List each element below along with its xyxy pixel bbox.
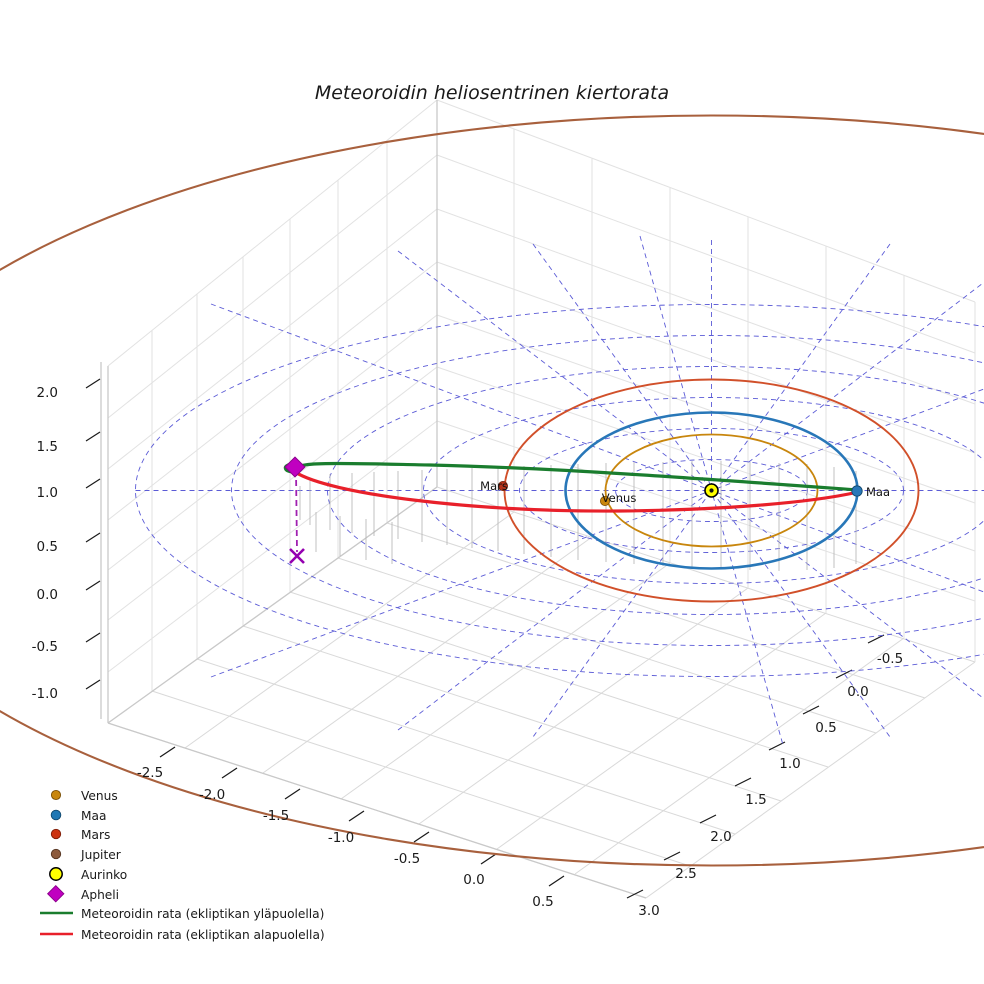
axes-panes (100, 99, 976, 899)
legend-marker-venus (50, 789, 62, 801)
y-tick-label: 1.5 (745, 792, 766, 808)
annotation-maa: Maa (866, 485, 890, 499)
legend-marker-jupiter (50, 848, 62, 860)
x-tick-label: -0.5 (394, 851, 420, 867)
annotation-venus: Venus (602, 491, 637, 505)
right-wall-grid (436, 99, 976, 662)
droplines (299, 461, 857, 571)
z-tick-label: 1.5 (37, 439, 58, 455)
legend-label-below-ecliptic[interactable]: Meteoroidin rata (ekliptikan alapuolella… (81, 928, 325, 942)
orbit-jupiter (0, 114, 984, 867)
body-markers (284, 456, 863, 506)
legend-label-venus[interactable]: Venus (81, 789, 118, 803)
marker-apheli (284, 456, 306, 478)
legend-marker-apheli (46, 884, 65, 903)
marker-mars (497, 480, 508, 491)
z-tick-label: 1.0 (37, 485, 58, 501)
z-tick-label: 0.5 (37, 539, 58, 555)
x-tick-label: 0.5 (532, 894, 553, 910)
y-tick-labels: -0.5 0.0 0.5 1.0 1.5 2.0 2.5 3.0 (638, 651, 903, 919)
axes-spines (100, 100, 647, 899)
y-tick-label: 0.5 (815, 720, 836, 736)
legend-label-above-ecliptic[interactable]: Meteoroidin rata (ekliptikan yläpuolella… (81, 907, 324, 921)
y-tick-label: -0.5 (877, 651, 903, 667)
z-tick-labels: 2.0 1.5 1.0 0.5 0.0 -0.5 -1.0 (32, 385, 58, 702)
y-tick-label: 1.0 (779, 756, 800, 772)
legend-marker-maa (50, 809, 62, 821)
annotation-mars: Mars (480, 479, 508, 493)
x-tick-labels: -2.5 -2.0 -1.5 -1.0 -0.5 0.0 0.5 (137, 765, 554, 910)
left-wall-grid (107, 99, 438, 723)
meteoroid-above-ecliptic (293, 461, 860, 492)
y-tick-label: 2.0 (710, 829, 731, 845)
body-annotations: Mars Venus Maa (480, 479, 890, 505)
legend[interactable]: Venus Maa Mars Jupiter Aurinko Apheli Me… (40, 789, 325, 942)
legend-marker-mars (50, 828, 62, 840)
legend-marker-aurinko (49, 867, 63, 881)
marker-venus (600, 495, 611, 506)
z-tick-label: -0.5 (32, 639, 58, 655)
marker-maa (851, 485, 863, 497)
x-tick-label: -2.5 (137, 765, 163, 781)
x-tick-label: -1.5 (263, 808, 289, 824)
y-tick-label: 3.0 (638, 903, 659, 919)
meteoroid-below-ecliptic (293, 470, 860, 513)
x-tick-label: -1.0 (328, 830, 354, 846)
aphelion-projector (289, 469, 305, 564)
z-tick-label: 2.0 (37, 385, 58, 401)
y-tick-label: 0.0 (847, 684, 868, 700)
z-tick-label: 0.0 (37, 587, 58, 603)
legend-label-apheli[interactable]: Apheli (81, 888, 119, 902)
tick-marks (85, 378, 885, 899)
legend-label-aurinko[interactable]: Aurinko (81, 868, 127, 882)
legend-label-maa[interactable]: Maa (81, 809, 106, 823)
y-tick-label: 2.5 (675, 866, 696, 882)
legend-label-jupiter[interactable]: Jupiter (80, 848, 122, 862)
x-tick-label: -2.0 (199, 787, 225, 803)
floor-grid (107, 486, 976, 899)
legend-label-mars[interactable]: Mars (81, 828, 110, 842)
x-tick-label: 0.0 (463, 872, 484, 888)
orbit-venus (604, 433, 819, 548)
z-tick-label: -1.0 (32, 686, 58, 702)
chart-title: Meteoroidin heliosentrinen kiertorata (315, 82, 669, 104)
